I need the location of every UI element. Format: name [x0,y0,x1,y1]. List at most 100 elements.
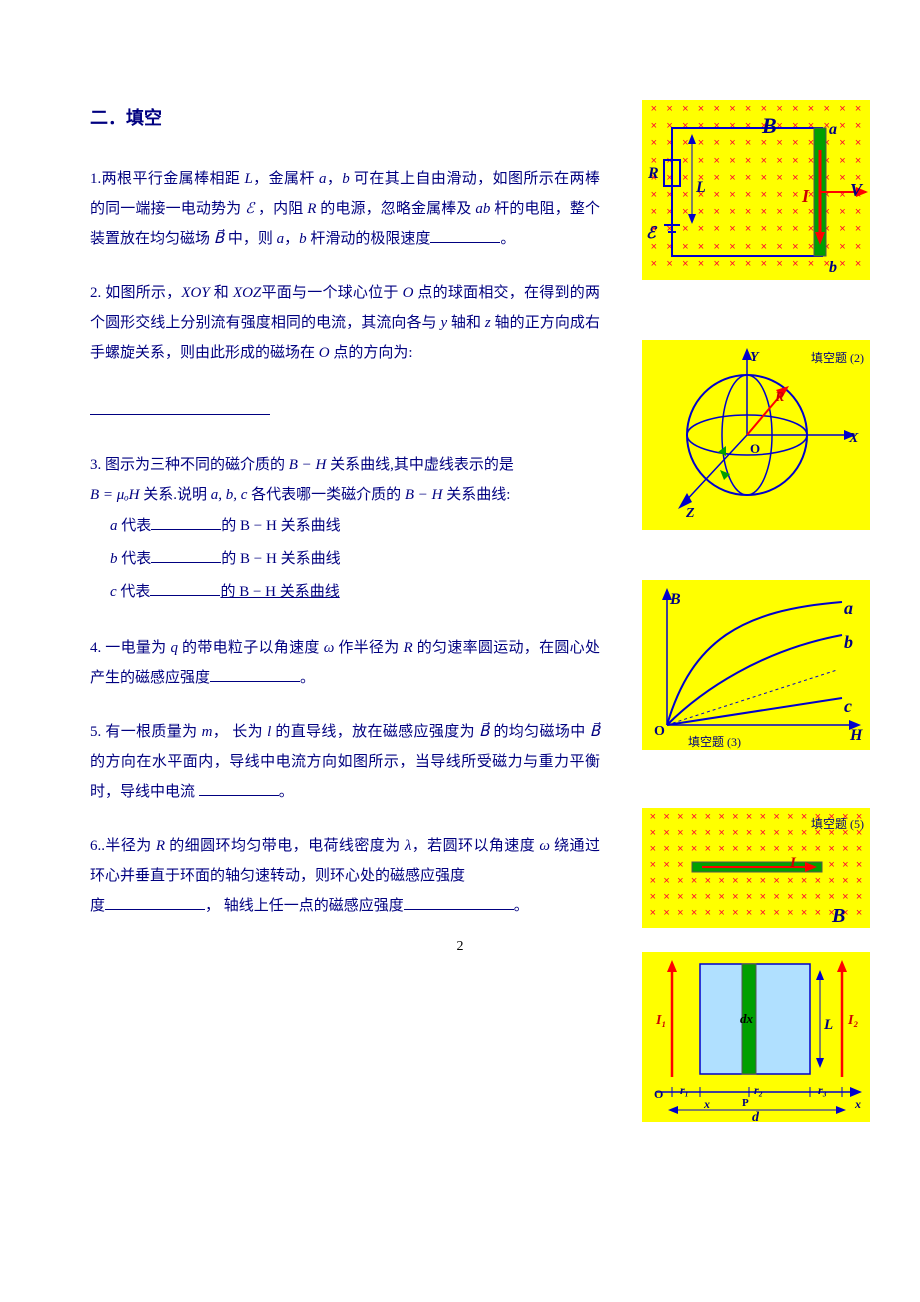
q1-c2: ， [284,231,299,247]
q5-d: 的方向在水平面内，导线中电流方向如图所示，当导线所受磁力与重力平衡时，导线中电流 [90,754,600,800]
fig7-dx: dx [740,1006,753,1032]
q2-xoy: XOY [181,285,209,301]
q3a-lbl: a [110,518,118,534]
fig1-R: R [648,158,659,190]
q4-p: 。 [300,670,315,686]
fig7-r1: r₁ [680,1078,689,1102]
blank-q3a [151,515,221,530]
q6-f: ， 轴线上任一点的磁感应强度 [205,898,404,914]
q3-e: 关系曲线: [443,487,511,503]
q1-text: 1.两根平行金属棒相距 [90,171,244,187]
q2-O: O [403,285,414,301]
q4-a: 4. 一电量为 [90,640,171,656]
fig5-cap: 填空题 (5) [811,812,864,836]
q1-emf: ℰ [245,201,254,217]
q6-w: ω [539,838,550,854]
q1-c: ， [326,171,342,187]
page-number: 2 [90,933,830,961]
fig7-I2: I₂ [848,1007,858,1035]
fig3-O: O [654,718,665,746]
q3-line-b: b 代表的 B − H 关系曲线 [90,543,600,576]
blank-q6b [404,895,514,910]
fig1-b: b [829,252,837,284]
q5-c: 的均匀磁场中 [489,724,589,740]
fig3-c: c [844,688,852,724]
q4-c: 作半径为 [334,640,403,656]
fig1-I: I [802,178,809,214]
blank-q4 [210,667,300,682]
fig1-a: a [829,114,837,146]
fig3-H: H [850,720,862,752]
q5-b: 的直导线，放在磁感应强度为 [271,724,479,740]
q1-b2: b [299,231,307,247]
blank-q2 [90,400,270,415]
fig5-I: I [790,848,796,878]
q3a-rep: 代表 [118,518,152,534]
page-root: 二．填空 1.两根平行金属棒相距 L，金属杆 a，b 可在其上自由滑动，如图所示… [90,100,830,921]
q4-w: ω [324,640,335,656]
q2-a: 2. 如图所示， [90,285,181,301]
q3-eq: B = μₒH [90,487,139,503]
fig7-P: P [742,1092,749,1114]
q4-R: R [404,640,413,656]
fig7-r2: r₂ [754,1078,763,1102]
blank-q3b [151,548,221,563]
q1-th: 杆滑动的极限速度 [307,231,431,247]
fig3-cap: 填空题 (3) [688,730,741,754]
figure-3: B H O a b c 填空题 (3) [642,580,870,750]
blank-q3c [150,581,220,596]
fig1-B: B [762,104,777,148]
q1-t: ，金属杆 [253,171,319,187]
q6-b: 的细圆环均匀带电，电荷线密度为 [165,838,405,854]
q5-p: 。 [279,784,294,800]
q3-line-a: a 代表 的 B − H 关系曲线 [90,510,600,543]
q6-c: ，若圆环以角速度 [411,838,539,854]
fig1-V: V [850,172,862,208]
q1-a2: a [277,231,285,247]
blank-q1 [430,228,500,243]
q1-tg: 中，则 [224,231,277,247]
q1-Bv: B⃗ [214,231,224,247]
q3-bh2: B − H [405,487,443,503]
q4-b: 的带电粒子以角速度 [178,640,324,656]
q3-c: 关系.说明 [139,487,210,503]
fig7-r3: r₃ [818,1078,827,1102]
fig1-emf: ℰ [646,218,656,250]
fig2-cap: 填空题 (2) [811,346,864,370]
q5-Bv: B⃗ [479,724,489,740]
q3-b: 关系曲线,其中虚线表示的是 [326,457,514,473]
fig2-Y: Y [750,344,759,372]
q1-td: ，内阻 [254,201,307,217]
q6-a: 6..半径为 [90,838,156,854]
q5-cm: ， 长为 [212,724,267,740]
fig7-X: x [855,1092,861,1116]
figure-1: ××××××××××××××××××××××××××××××××××××××××… [642,100,870,280]
q1-b: b [342,171,350,187]
q6-R: R [156,838,165,854]
q3c-lbl: c [110,584,117,600]
fig7-I1: I₁ [656,1007,666,1035]
q6-p: 。 [514,898,529,914]
q3a-bh: 的 B − H 关系曲线 [221,518,340,534]
q5-Bv2: B⃗ [590,724,600,740]
q2-b: 平面与一个球心位于 [261,285,402,301]
figure-7: I₁ I₂ L dx r₁ r₂ r₃ d x P O x [642,952,870,1122]
fig7-d: d [752,1104,759,1132]
figure-5: ××××××××××××××××××××××××××××××××××××××××… [642,808,870,928]
q3-abc: a, b, c [211,487,248,503]
q1-ab: ab [475,201,490,217]
q2-d: 轴和 [447,315,485,331]
q6-e: 度 [90,898,105,914]
fig7-x: x [704,1092,710,1116]
q4-q: q [171,640,179,656]
fig2-X: X [849,425,858,453]
fig2-O: O [750,436,760,462]
q3-a: 3. 图示为三种不同的磁介质的 [90,457,289,473]
q2-f: 点的方向为: [330,345,413,361]
fig3-b: b [844,624,853,660]
q1-L: L [244,171,252,187]
q2-O2: O [319,345,330,361]
blank-q6a [105,895,205,910]
fig2-R: R [775,384,784,412]
q1-te: 的电源，忽略金属棒及 [316,201,475,217]
